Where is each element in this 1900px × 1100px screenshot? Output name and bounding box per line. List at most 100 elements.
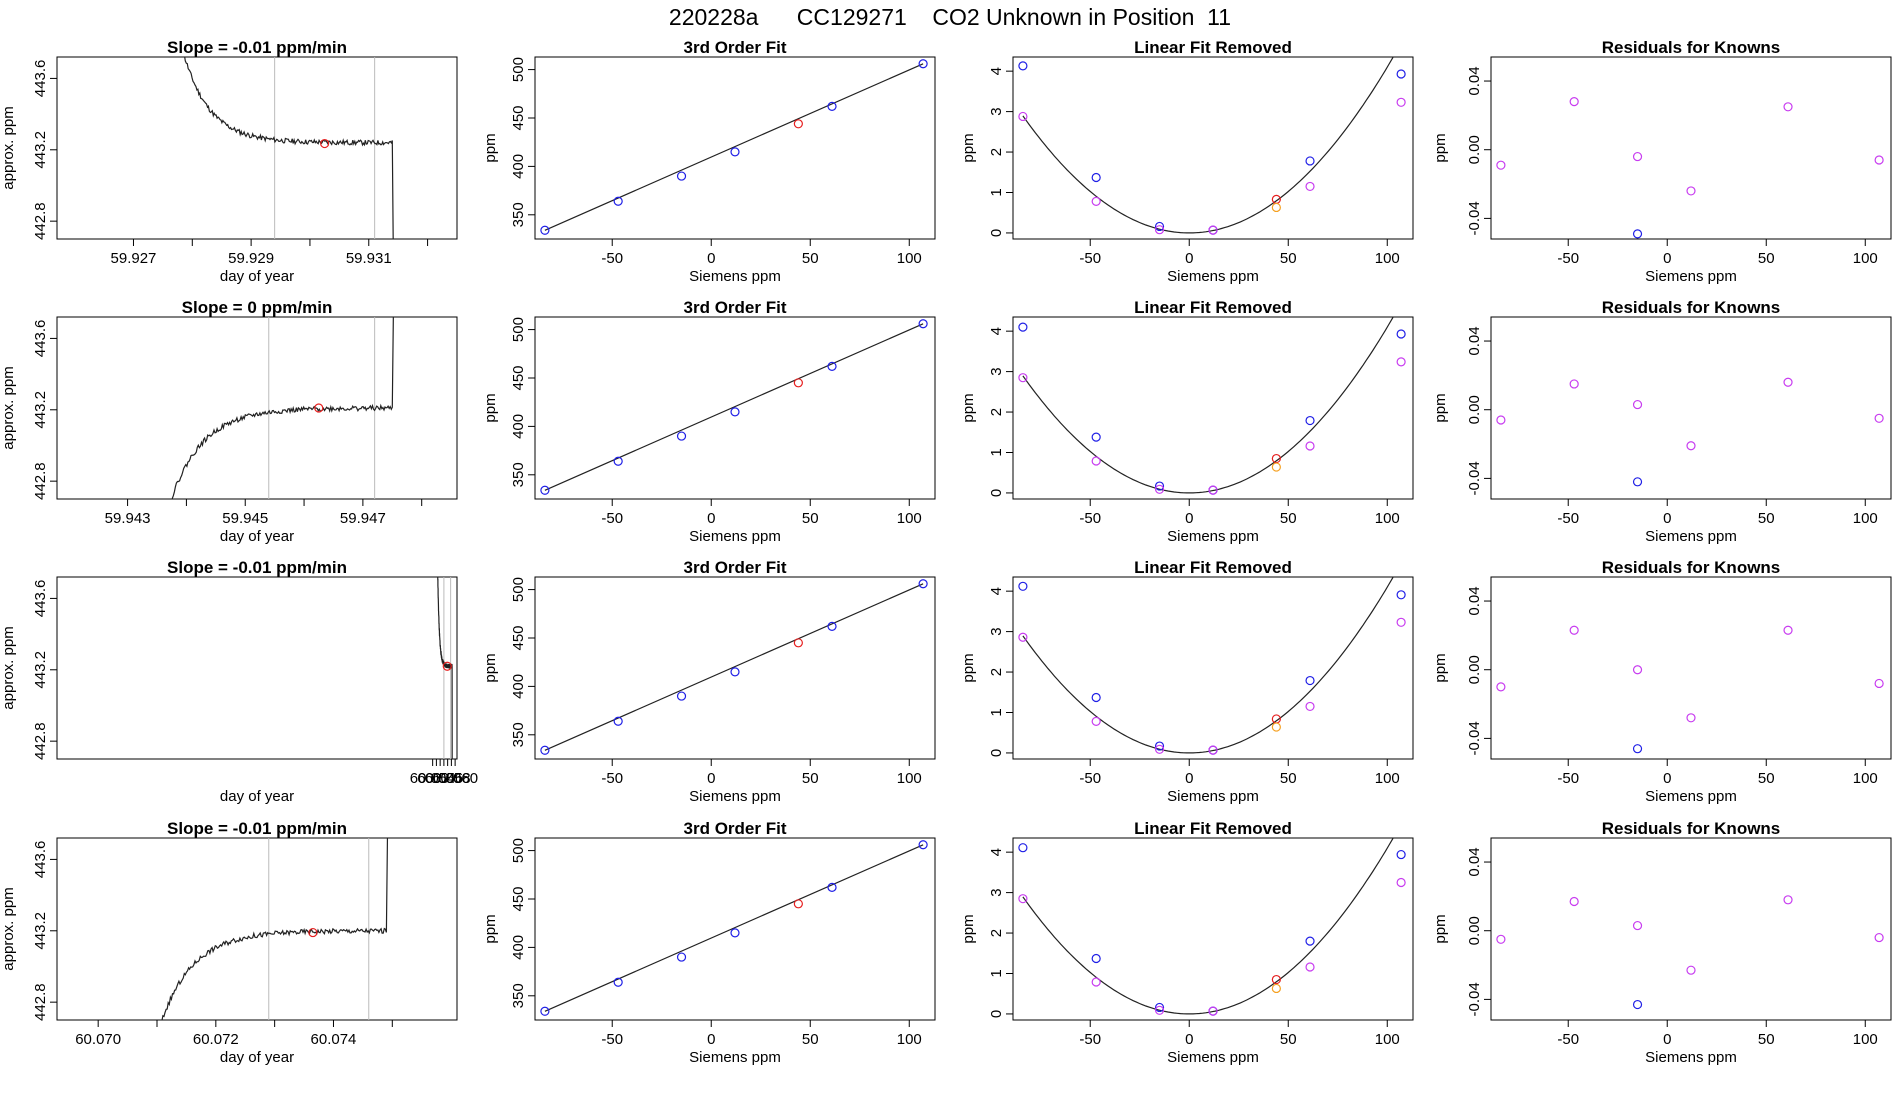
x-axis-label: Siemens ppm (1167, 1049, 1259, 1066)
x-tick-label: 0 (1185, 1031, 1193, 1048)
y-tick-label: 443.2 (32, 912, 49, 950)
data-point-magenta (1396, 357, 1406, 367)
x-tick-label: 60.058 (425, 770, 471, 787)
chart-panel-fit-row3: 3rd Order Fit -50 0 50 100 Siemens ppm 350 400 4… (482, 558, 936, 805)
x-tick-label: 50 (1280, 1031, 1297, 1048)
x-tick-label: 0 (1185, 770, 1193, 787)
data-point-blue (540, 485, 550, 495)
data-point-blue (1018, 581, 1028, 591)
y-tick-label: 443.2 (32, 131, 49, 169)
plot-area (540, 840, 928, 1016)
x-axis-label: Siemens ppm (689, 1049, 781, 1066)
x-tick-label: 50 (802, 510, 819, 527)
y-tick-label: 0.00 (1466, 655, 1483, 684)
data-point-blue (540, 225, 550, 235)
y-axis-label: ppm (960, 653, 977, 682)
y-tick-label: 400 (510, 154, 527, 179)
fit-line (544, 323, 924, 491)
x-tick-label: -50 (601, 250, 623, 267)
y-tick-label: 4 (988, 67, 1005, 75)
y-axis-label: ppm (482, 914, 499, 943)
x-axis-label: Siemens ppm (689, 268, 781, 285)
data-point-magenta (1686, 713, 1696, 723)
mean-marker (442, 661, 452, 671)
data-point-blue (918, 579, 928, 589)
y-tick-label: 443.6 (32, 60, 49, 98)
x-tick-label: 50 (1758, 510, 1775, 527)
data-point-red (793, 119, 803, 129)
data-point-blue (1396, 329, 1406, 339)
panel-title: 3rd Order Fit (684, 819, 787, 838)
data-point-red (1271, 974, 1281, 985)
x-tick-label: 100 (1853, 770, 1878, 787)
data-point-magenta (1783, 377, 1793, 387)
y-tick-label: 500 (510, 577, 527, 602)
x-tick-label: 59.929 (228, 250, 274, 267)
data-point-magenta (1208, 1006, 1218, 1016)
y-tick-label: 443.6 (32, 841, 49, 879)
plot-frame (534, 837, 936, 1021)
data-point-magenta (1783, 102, 1793, 112)
x-tick-label: -50 (601, 770, 623, 787)
plot-area (1496, 895, 1884, 1010)
data-point-magenta (1686, 965, 1696, 975)
mean-marker (314, 403, 324, 413)
data-point-magenta (1632, 151, 1643, 162)
plot-frame (1490, 316, 1892, 500)
data-point-magenta (1496, 160, 1506, 170)
data-point-magenta (1091, 716, 1101, 726)
panel-title: 3rd Order Fit (684, 38, 787, 57)
y-tick-label: 3 (988, 367, 1005, 375)
x-tick-label: 50 (1280, 770, 1297, 787)
y-tick-label: 0.00 (1466, 916, 1483, 945)
data-point-magenta (1018, 111, 1028, 122)
data-point-blue (1091, 692, 1101, 703)
data-point-orange (1271, 983, 1281, 994)
y-tick-label: 0.04 (1466, 847, 1483, 876)
data-point-magenta (1569, 625, 1579, 635)
data-point-blue (827, 361, 837, 371)
x-axis-label: Siemens ppm (1167, 788, 1259, 805)
data-point-blue (676, 431, 687, 441)
y-tick-label: 442.8 (32, 202, 49, 240)
plot-frame (1012, 56, 1414, 240)
data-point-blue (1091, 432, 1101, 442)
data-point-blue (1154, 1002, 1165, 1013)
data-point-blue (1305, 936, 1315, 946)
plot-area (1018, 577, 1406, 755)
y-tick-label: 350 (510, 202, 527, 227)
panel-title: Residuals for Knowns (1602, 819, 1781, 838)
x-axis-label: Siemens ppm (1645, 528, 1737, 545)
plot-frame (1490, 837, 1892, 1021)
x-tick-label: 100 (1853, 510, 1878, 527)
plot-frame (1490, 576, 1892, 760)
y-tick-label: 442.8 (32, 462, 49, 500)
data-point-blue (1305, 156, 1315, 166)
plot-area (184, 57, 394, 239)
x-axis-label: Siemens ppm (689, 528, 781, 545)
data-point-orange (1271, 722, 1281, 732)
x-axis-label: day of year (220, 1049, 294, 1066)
fit-curve (1022, 57, 1394, 234)
data-point-magenta (1396, 97, 1406, 107)
data-point-blue (540, 1006, 550, 1016)
data-point-magenta (1396, 617, 1406, 627)
x-tick-label: 0 (707, 250, 715, 267)
plot-frame (1490, 56, 1892, 240)
y-tick-label: 2 (988, 929, 1005, 937)
data-point-magenta (1569, 379, 1579, 389)
x-tick-label: 60.072 (193, 1031, 239, 1048)
data-point-blue (918, 59, 928, 69)
data-point-blue (1632, 999, 1643, 1010)
y-axis-label: approx. ppm (0, 626, 17, 709)
y-axis-label: ppm (482, 133, 499, 162)
y-tick-label: 2 (988, 148, 1005, 156)
chart-panel-residuals-row4: Residuals for Knowns -50 0 50 100 Siemens ppm… (1432, 819, 1892, 1066)
x-tick-label: 50 (1758, 250, 1775, 267)
data-point-blue (1632, 744, 1643, 754)
y-tick-label: 4 (988, 848, 1005, 856)
data-point-magenta (1305, 962, 1315, 972)
